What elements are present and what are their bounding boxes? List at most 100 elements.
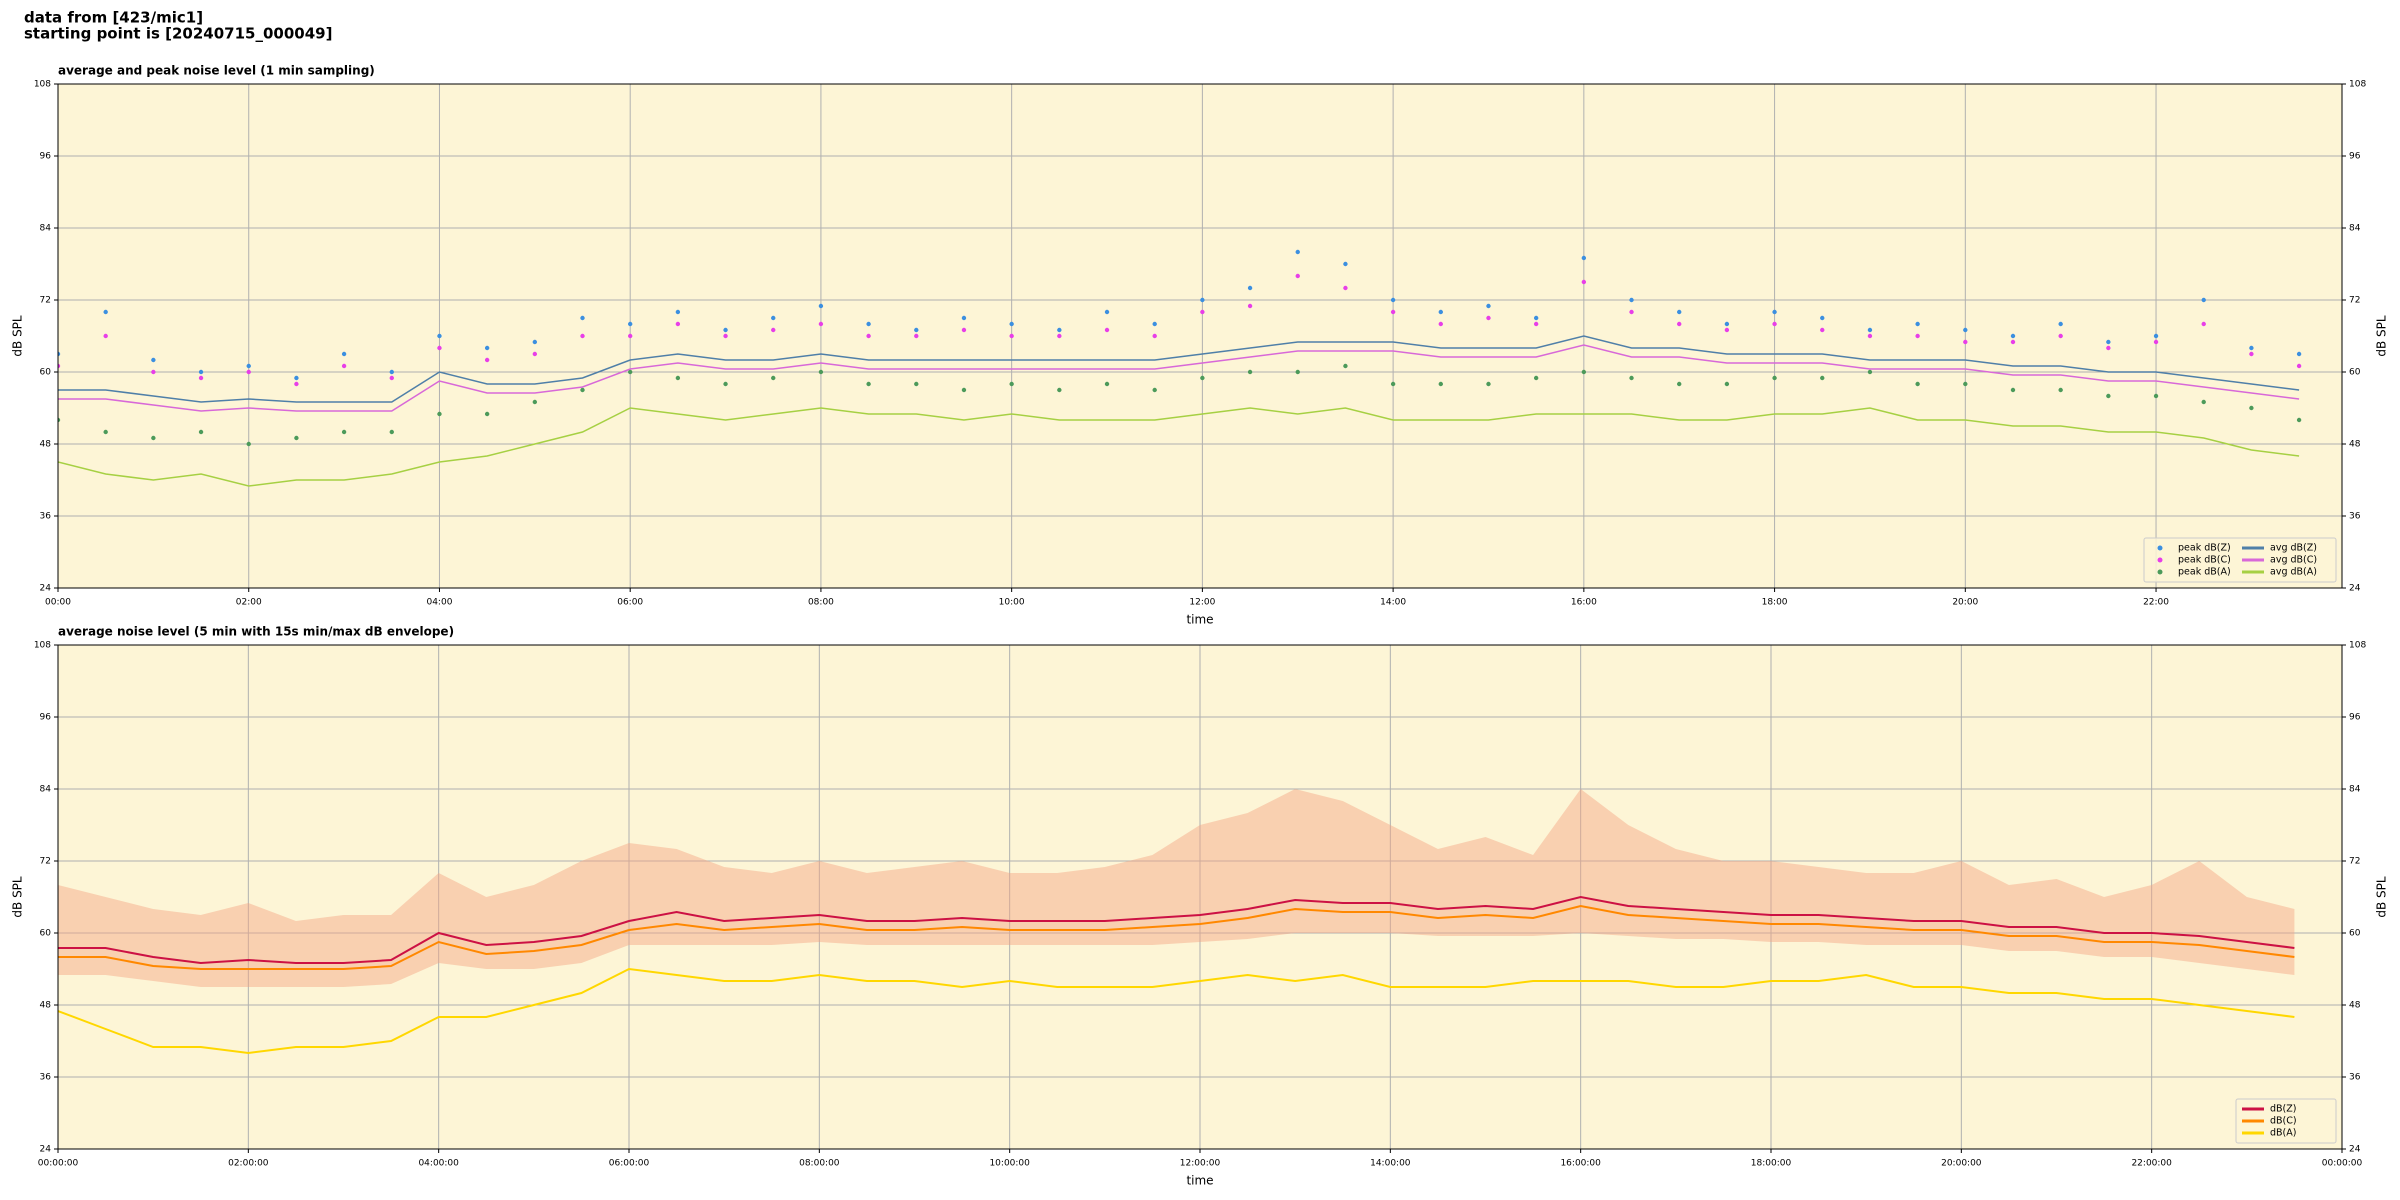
y-tick-label: 36 <box>2349 1073 2361 1083</box>
peak-point <box>2201 321 2206 327</box>
y-axis-label: dB SPL <box>11 876 25 918</box>
peak-point <box>723 333 728 339</box>
peak-point <box>198 375 204 381</box>
peak-point <box>1390 297 1396 303</box>
peak-point <box>818 321 824 327</box>
peak-point <box>961 387 967 393</box>
peak-point <box>2010 339 2016 345</box>
x-tick-label: 02:00:00 <box>228 1159 269 1169</box>
peak-point <box>1200 309 1205 315</box>
peak-point <box>1820 315 1825 321</box>
peak-point <box>1486 381 1491 387</box>
plot-frame <box>57 83 2343 589</box>
peak-point <box>1820 375 1825 381</box>
y-tick-label: 108 <box>2349 641 2366 651</box>
y-tick-label: 48 <box>40 1001 52 1011</box>
peak-point <box>2296 363 2302 369</box>
peak-point <box>294 375 299 381</box>
peak-point <box>914 381 919 387</box>
y-axis-label: dB SPL <box>2375 876 2389 918</box>
x-tick-label: 08:00:00 <box>799 1159 840 1169</box>
peak-point <box>1533 315 1539 321</box>
x-tick-label: 22:00:00 <box>2131 1159 2172 1169</box>
x-tick-label: 18:00 <box>1762 598 1788 608</box>
x-tick-label: 08:00 <box>808 598 834 608</box>
chart-title: average and peak noise level (1 min samp… <box>58 64 375 78</box>
peak-point <box>2106 393 2111 399</box>
peak-point <box>198 429 204 435</box>
x-tick-label: 12:00:00 <box>1180 1159 1221 1169</box>
legend-label: dB(C) <box>2270 1116 2297 1127</box>
peak-point <box>1772 309 1777 315</box>
peak-point <box>1915 381 1920 387</box>
peak-point <box>1533 321 1539 327</box>
y-tick-label: 24 <box>2349 584 2361 594</box>
peak-point <box>1724 321 1730 327</box>
peak-point <box>866 333 871 339</box>
y-tick-label: 24 <box>40 584 52 594</box>
chart: average and peak noise level (1 min samp… <box>11 64 2389 627</box>
peak-point <box>1486 303 1491 309</box>
peak-point <box>58 417 61 423</box>
peak-point <box>1057 327 1062 333</box>
series-line <box>58 967 2295 1055</box>
y-tick-label: 24 <box>40 1145 52 1155</box>
peak-point <box>580 315 585 321</box>
peak-point <box>1963 327 1968 333</box>
peak-point <box>771 375 776 381</box>
peak-point <box>1390 309 1396 315</box>
chart-title: average noise level (5 min with 15s min/… <box>58 625 454 639</box>
x-tick-label: 06:00:00 <box>609 1159 650 1169</box>
peak-point <box>1581 255 1587 261</box>
peak-point <box>2296 351 2302 357</box>
series-line <box>58 335 2300 403</box>
y-tick-label: 84 <box>2349 224 2361 234</box>
peak-point <box>1915 321 1920 327</box>
peak-point <box>1295 249 1300 255</box>
y-tick-label: 48 <box>2349 1001 2361 1011</box>
peak-point <box>103 333 108 339</box>
peak-point <box>1581 279 1587 285</box>
peak-point <box>2010 333 2016 339</box>
y-tick-label: 84 <box>40 785 52 795</box>
peak-point <box>437 345 442 351</box>
peak-point <box>818 369 824 375</box>
plot-background <box>58 84 2342 588</box>
x-tick-label: 00:00:00 <box>2322 1159 2363 1169</box>
y-tick-label: 96 <box>40 713 52 723</box>
peak-point <box>151 369 156 375</box>
y-tick-label: 24 <box>2349 1145 2361 1155</box>
y-tick-label: 60 <box>40 929 52 939</box>
peak-point <box>1963 381 1968 387</box>
y-tick-label: 84 <box>40 224 52 234</box>
x-tick-label: 00:00:00 <box>38 1159 79 1169</box>
x-tick-label: 12:00 <box>1189 598 1215 608</box>
peak-point <box>1247 285 1253 291</box>
peak-point <box>675 321 681 327</box>
peak-point <box>627 369 633 375</box>
peak-point <box>1152 321 1157 327</box>
peak-point <box>2106 339 2111 345</box>
y-tick-label: 96 <box>2349 152 2361 162</box>
peak-point <box>914 327 919 333</box>
peak-point <box>58 363 61 369</box>
peak-point <box>1152 333 1157 339</box>
y-tick-label: 96 <box>2349 713 2361 723</box>
x-tick-label: 00:00 <box>45 598 71 608</box>
peak-point <box>1009 321 1014 327</box>
legend-label: avg dB(A) <box>2270 567 2317 578</box>
x-tick-label: 04:00:00 <box>418 1159 459 1169</box>
peak-point <box>1867 333 1873 339</box>
peak-point <box>580 333 585 339</box>
legend-label: dB(Z) <box>2270 1104 2296 1115</box>
peak-point <box>1009 333 1014 339</box>
peak-point <box>1438 381 1443 387</box>
header-line: data from [423/mic1] <box>24 9 203 27</box>
peak-point <box>246 363 251 369</box>
x-tick-label: 16:00:00 <box>1560 1159 1601 1169</box>
peak-point <box>1677 321 1682 327</box>
peak-point <box>246 369 251 375</box>
peak-point <box>1200 297 1205 303</box>
y-tick-label: 48 <box>40 440 52 450</box>
peak-point <box>1533 375 1539 381</box>
